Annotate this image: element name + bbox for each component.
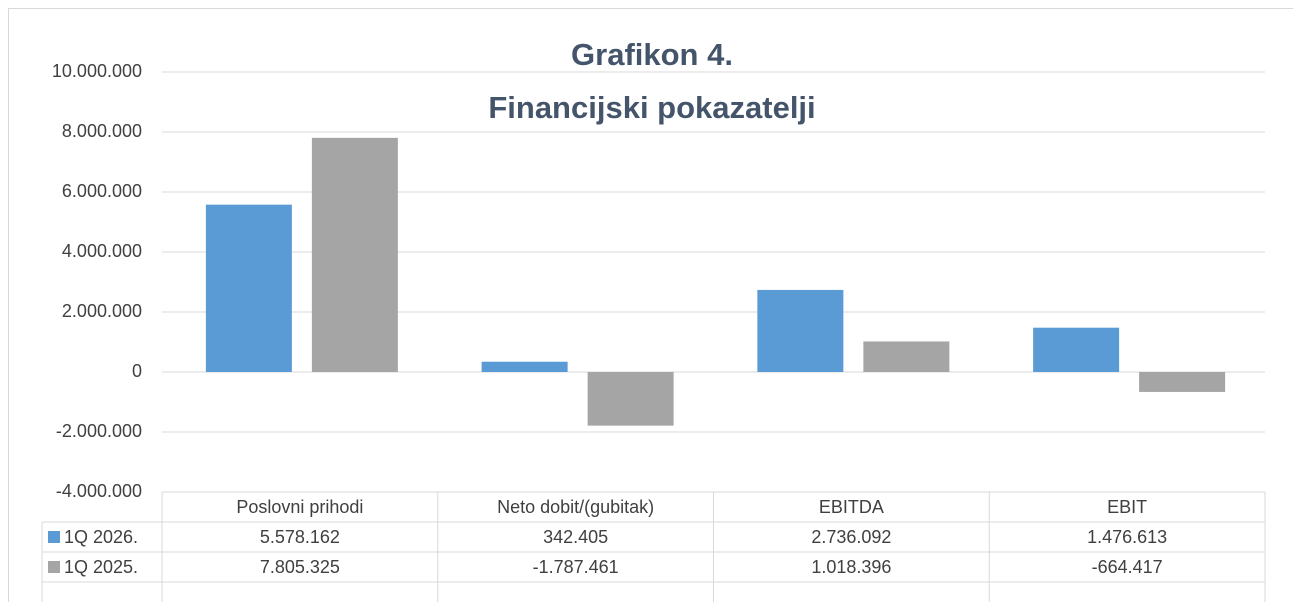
table-value: 1.018.396: [811, 557, 891, 577]
bar: [587, 372, 674, 426]
bar: [481, 361, 568, 372]
bar: [1139, 372, 1226, 392]
table-value: -1.787.461: [533, 557, 619, 577]
y-tick-label: -4.000.000: [56, 481, 142, 501]
y-tick-label: 10.000.000: [52, 61, 142, 81]
x-tick-label: Poslovni prihodi: [236, 497, 363, 517]
table-value: 7.805.325: [260, 557, 340, 577]
y-tick-label: 6.000.000: [62, 181, 142, 201]
bar: [757, 289, 844, 372]
table-value: -664.417: [1092, 557, 1163, 577]
chart-title: Grafikon 4.: [571, 37, 733, 72]
x-tick-label: Neto dobit/(gubitak): [497, 497, 654, 517]
table-value: 1.476.613: [1087, 527, 1167, 547]
bar: [1033, 327, 1120, 372]
bar: [863, 341, 950, 372]
bar: [205, 204, 292, 372]
y-tick-label: 4.000.000: [62, 241, 142, 261]
y-tick-label: 8.000.000: [62, 121, 142, 141]
legend-swatch: [48, 531, 60, 543]
y-tick-label: 0: [132, 361, 142, 381]
table-value: 342.405: [543, 527, 608, 547]
chart-frame: [8, 8, 1293, 602]
x-tick-label: EBITDA: [819, 497, 884, 517]
legend-label: 1Q 2025.: [64, 557, 138, 577]
bar: [311, 137, 398, 372]
table-value: 2.736.092: [811, 527, 891, 547]
x-tick-label: EBIT: [1107, 497, 1147, 517]
chart-title: Financijski pokazatelji: [488, 90, 815, 125]
legend-label: 1Q 2026.: [64, 527, 138, 547]
table-value: 5.578.162: [260, 527, 340, 547]
y-tick-label: -2.000.000: [56, 421, 142, 441]
y-tick-label: 2.000.000: [62, 301, 142, 321]
legend-swatch: [48, 561, 60, 573]
